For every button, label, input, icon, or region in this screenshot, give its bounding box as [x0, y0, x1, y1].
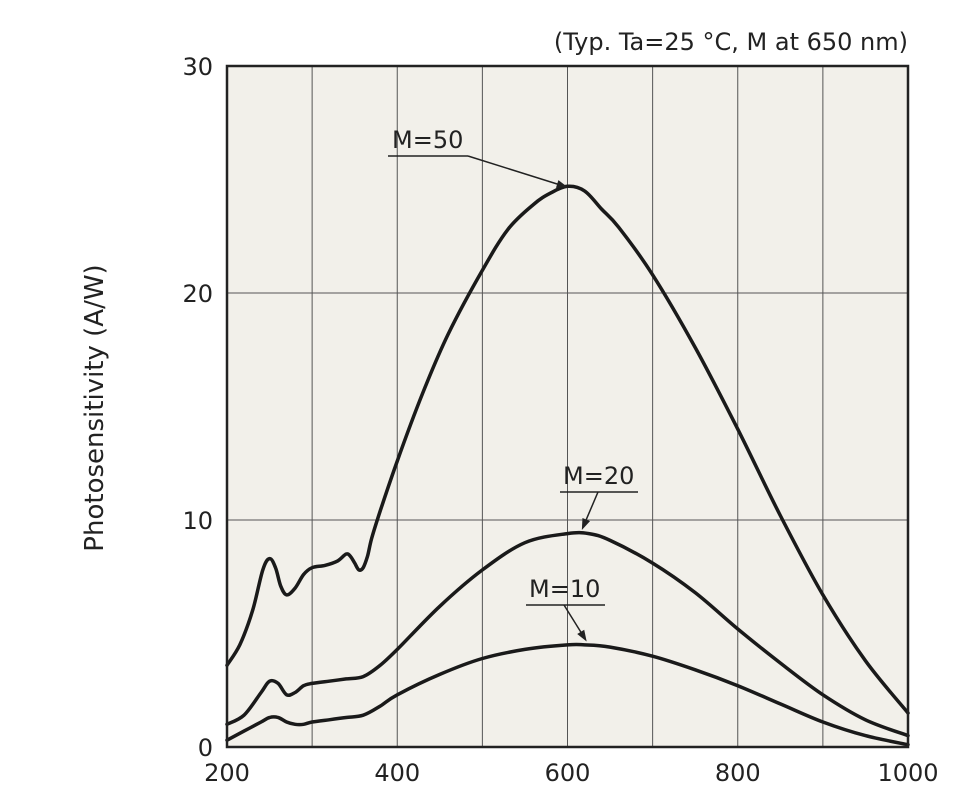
curve-label-m10: M=10 — [529, 575, 600, 603]
y-tick-label: 10 — [182, 507, 213, 535]
arrowhead — [577, 629, 587, 642]
series-lines — [225, 184, 910, 747]
y-tick-label: 30 — [182, 53, 213, 81]
arrowhead — [581, 517, 591, 530]
x-tick-label: 400 — [374, 759, 420, 787]
y-axis-label: Photosensitivity (A/W) — [80, 264, 110, 551]
label-leader-line — [467, 155, 561, 186]
series-line-m20 — [225, 530, 910, 738]
arrowhead — [555, 180, 568, 188]
conditions-annotation: (Typ. Ta=25 °C, M at 650 nm) — [554, 28, 908, 56]
curve-label-m50: M=50 — [392, 126, 463, 154]
tick-labels: 200 400 600 800 1000 0 10 20 30 — [182, 53, 938, 787]
x-tick-label: 800 — [715, 759, 761, 787]
label-leader-line — [584, 491, 599, 523]
series-line-m10 — [225, 642, 910, 747]
y-tick-label: 20 — [182, 280, 213, 308]
x-tick-label: 1000 — [877, 759, 938, 787]
series-line-m50 — [225, 184, 910, 715]
plot-frame — [225, 64, 910, 749]
label-leader-line — [563, 604, 584, 636]
curve-labels: M=50 M=20 M=10 — [388, 126, 638, 642]
y-tick-label: 0 — [198, 734, 213, 762]
x-tick-label: 600 — [545, 759, 591, 787]
x-tick-label: 200 — [204, 759, 250, 787]
grid-lines — [227, 66, 908, 747]
curve-label-m20: M=20 — [563, 462, 634, 490]
